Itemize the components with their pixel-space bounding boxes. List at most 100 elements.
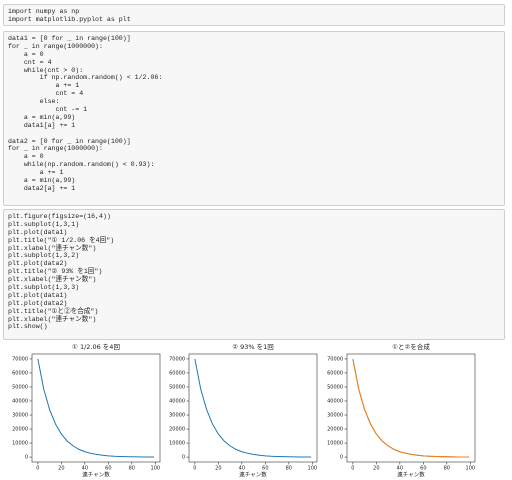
y-tick-label: 50000	[327, 384, 343, 390]
code-line: import numpy as np	[8, 8, 80, 15]
x-tick-label: 40	[239, 466, 245, 472]
code-line: while(np.random.random() < 0.93):	[8, 161, 155, 169]
x-axis-label: 連チャン数	[239, 471, 267, 479]
code-line: data2[a] += 1	[8, 184, 76, 192]
code-cell[interactable]: data1 = [0 for _ in range(100)] for _ in …	[3, 31, 505, 206]
code-line: a = 0	[8, 153, 44, 161]
code-line: plt.plot(data1)	[8, 291, 68, 299]
code-line: plt.subplot(1,3,2)	[8, 252, 80, 260]
x-tick-label: 80	[286, 466, 292, 472]
y-tick-label: 40000	[327, 398, 343, 404]
code-cell[interactable]: import numpy as np import matplotlib.pypl…	[3, 4, 505, 26]
code-line: plt.plot(data2)	[8, 260, 68, 268]
y-tick-label: 10000	[327, 441, 343, 447]
code-block: import numpy as np import matplotlib.pypl…	[8, 8, 500, 24]
x-tick-label: 60	[262, 466, 268, 472]
code-line: import matplotlib.pyplot as plt	[8, 15, 131, 23]
chart-title: ① 1/2.06 を4回	[72, 343, 120, 351]
y-tick-label: 30000	[169, 413, 185, 419]
axes-frame	[188, 353, 318, 463]
x-tick-label: 0	[36, 466, 39, 472]
y-tick-label: 70000	[12, 356, 28, 362]
y-tick-label: 20000	[169, 427, 185, 433]
code-line: plt.title("① 1/2.06 を4回")	[8, 236, 115, 244]
code-line: plt.plot(data2)	[8, 299, 68, 307]
code-line: cnt = 4	[8, 90, 84, 98]
code-line: cnt -= 1	[8, 106, 88, 114]
x-tick-label: 20	[373, 466, 379, 472]
code-line: plt.xlabel("連チャン数")	[8, 244, 97, 252]
code-line: plt.plot(data1)	[8, 228, 68, 236]
y-tick-label: 40000	[169, 398, 185, 404]
output-figure: ① 1/2.06 を4回0100002000030000400005000060…	[12, 342, 476, 479]
code-line: a = min(a,99)	[8, 177, 76, 185]
y-tick-label: 0	[25, 455, 28, 461]
y-tick-label: 50000	[12, 384, 28, 390]
axes-frame	[31, 353, 161, 463]
y-tick-label: 60000	[169, 370, 185, 376]
code-line: plt.show()	[8, 323, 48, 331]
code-line: a += 1	[8, 82, 80, 90]
code-line: while(cnt > 0):	[8, 66, 84, 74]
y-tick-label: 40000	[12, 398, 28, 404]
x-tick-label: 40	[82, 466, 88, 472]
y-tick-label: 0	[182, 455, 185, 461]
chart-title: ② 93% を1回	[232, 343, 274, 351]
code-block: plt.figure(figsize=(16,4)) plt.subplot(1,…	[8, 213, 500, 331]
y-tick-label: 70000	[327, 356, 343, 362]
code-line: plt.subplot(1,3,1)	[8, 220, 80, 228]
y-tick-label: 70000	[169, 356, 185, 362]
x-tick-label: 60	[420, 466, 426, 472]
x-axis-label: 連チャン数	[82, 471, 110, 479]
axes-frame	[346, 353, 476, 463]
code-line: data1[a] += 1	[8, 121, 76, 129]
code-line: else:	[8, 98, 60, 106]
code-cell[interactable]: plt.figure(figsize=(16,4)) plt.subplot(1,…	[3, 209, 505, 340]
code-line: plt.figure(figsize=(16,4))	[8, 213, 111, 220]
code-block: data2 = [0 for _ in range(100)] for _ in …	[8, 138, 500, 193]
code-line: plt.title("② 93% を1回")	[8, 268, 103, 276]
y-tick-label: 0	[340, 455, 343, 461]
x-tick-label: 100	[151, 466, 161, 472]
x-tick-label: 100	[308, 466, 318, 472]
y-tick-label: 20000	[12, 427, 28, 433]
code-line: for _ in range(1000000):	[8, 145, 103, 153]
y-tick-label: 60000	[327, 370, 343, 376]
code-line: plt.xlabel("連チャン数")	[8, 315, 97, 323]
x-tick-label: 20	[215, 466, 221, 472]
x-tick-label: 80	[444, 466, 450, 472]
code-line: plt.xlabel("連チャン数")	[8, 276, 97, 284]
code-line: plt.subplot(1,3,3)	[8, 284, 80, 292]
code-line: data2 = [0 for _ in range(100)]	[8, 137, 131, 145]
y-tick-label: 10000	[169, 441, 185, 447]
code-line: for _ in range(1000000):	[8, 42, 103, 50]
code-line: data1 = [0 for _ in range(100)]	[8, 35, 131, 42]
y-tick-label: 60000	[12, 370, 28, 376]
x-axis-label: 連チャン数	[397, 471, 425, 479]
y-tick-label: 50000	[169, 384, 185, 390]
x-tick-label: 40	[397, 466, 403, 472]
code-line: plt.title("①と②を合成")	[8, 307, 99, 315]
code-line: a = min(a,99)	[8, 113, 76, 121]
data-line	[352, 358, 470, 458]
y-tick-label: 20000	[327, 427, 343, 433]
x-tick-label: 20	[58, 466, 64, 472]
code-line: cnt = 4	[8, 58, 52, 66]
x-tick-label: 60	[105, 466, 111, 472]
data-line	[37, 358, 155, 458]
y-tick-label: 30000	[327, 413, 343, 419]
code-line: a += 1	[8, 169, 64, 177]
y-tick-label: 10000	[12, 441, 28, 447]
y-tick-label: 30000	[12, 413, 28, 419]
data-line	[352, 358, 470, 458]
chart-title: ①と②を合成	[392, 342, 430, 351]
x-tick-label: 100	[466, 466, 476, 472]
code-line: if np.random.random() < 1/2.06:	[8, 74, 163, 82]
data-line	[194, 358, 312, 458]
x-tick-label: 0	[193, 466, 196, 472]
code-line: a = 0	[8, 50, 44, 58]
x-tick-label: 0	[351, 466, 354, 472]
x-tick-label: 80	[129, 466, 135, 472]
code-block: data1 = [0 for _ in range(100)] for _ in …	[8, 35, 500, 130]
